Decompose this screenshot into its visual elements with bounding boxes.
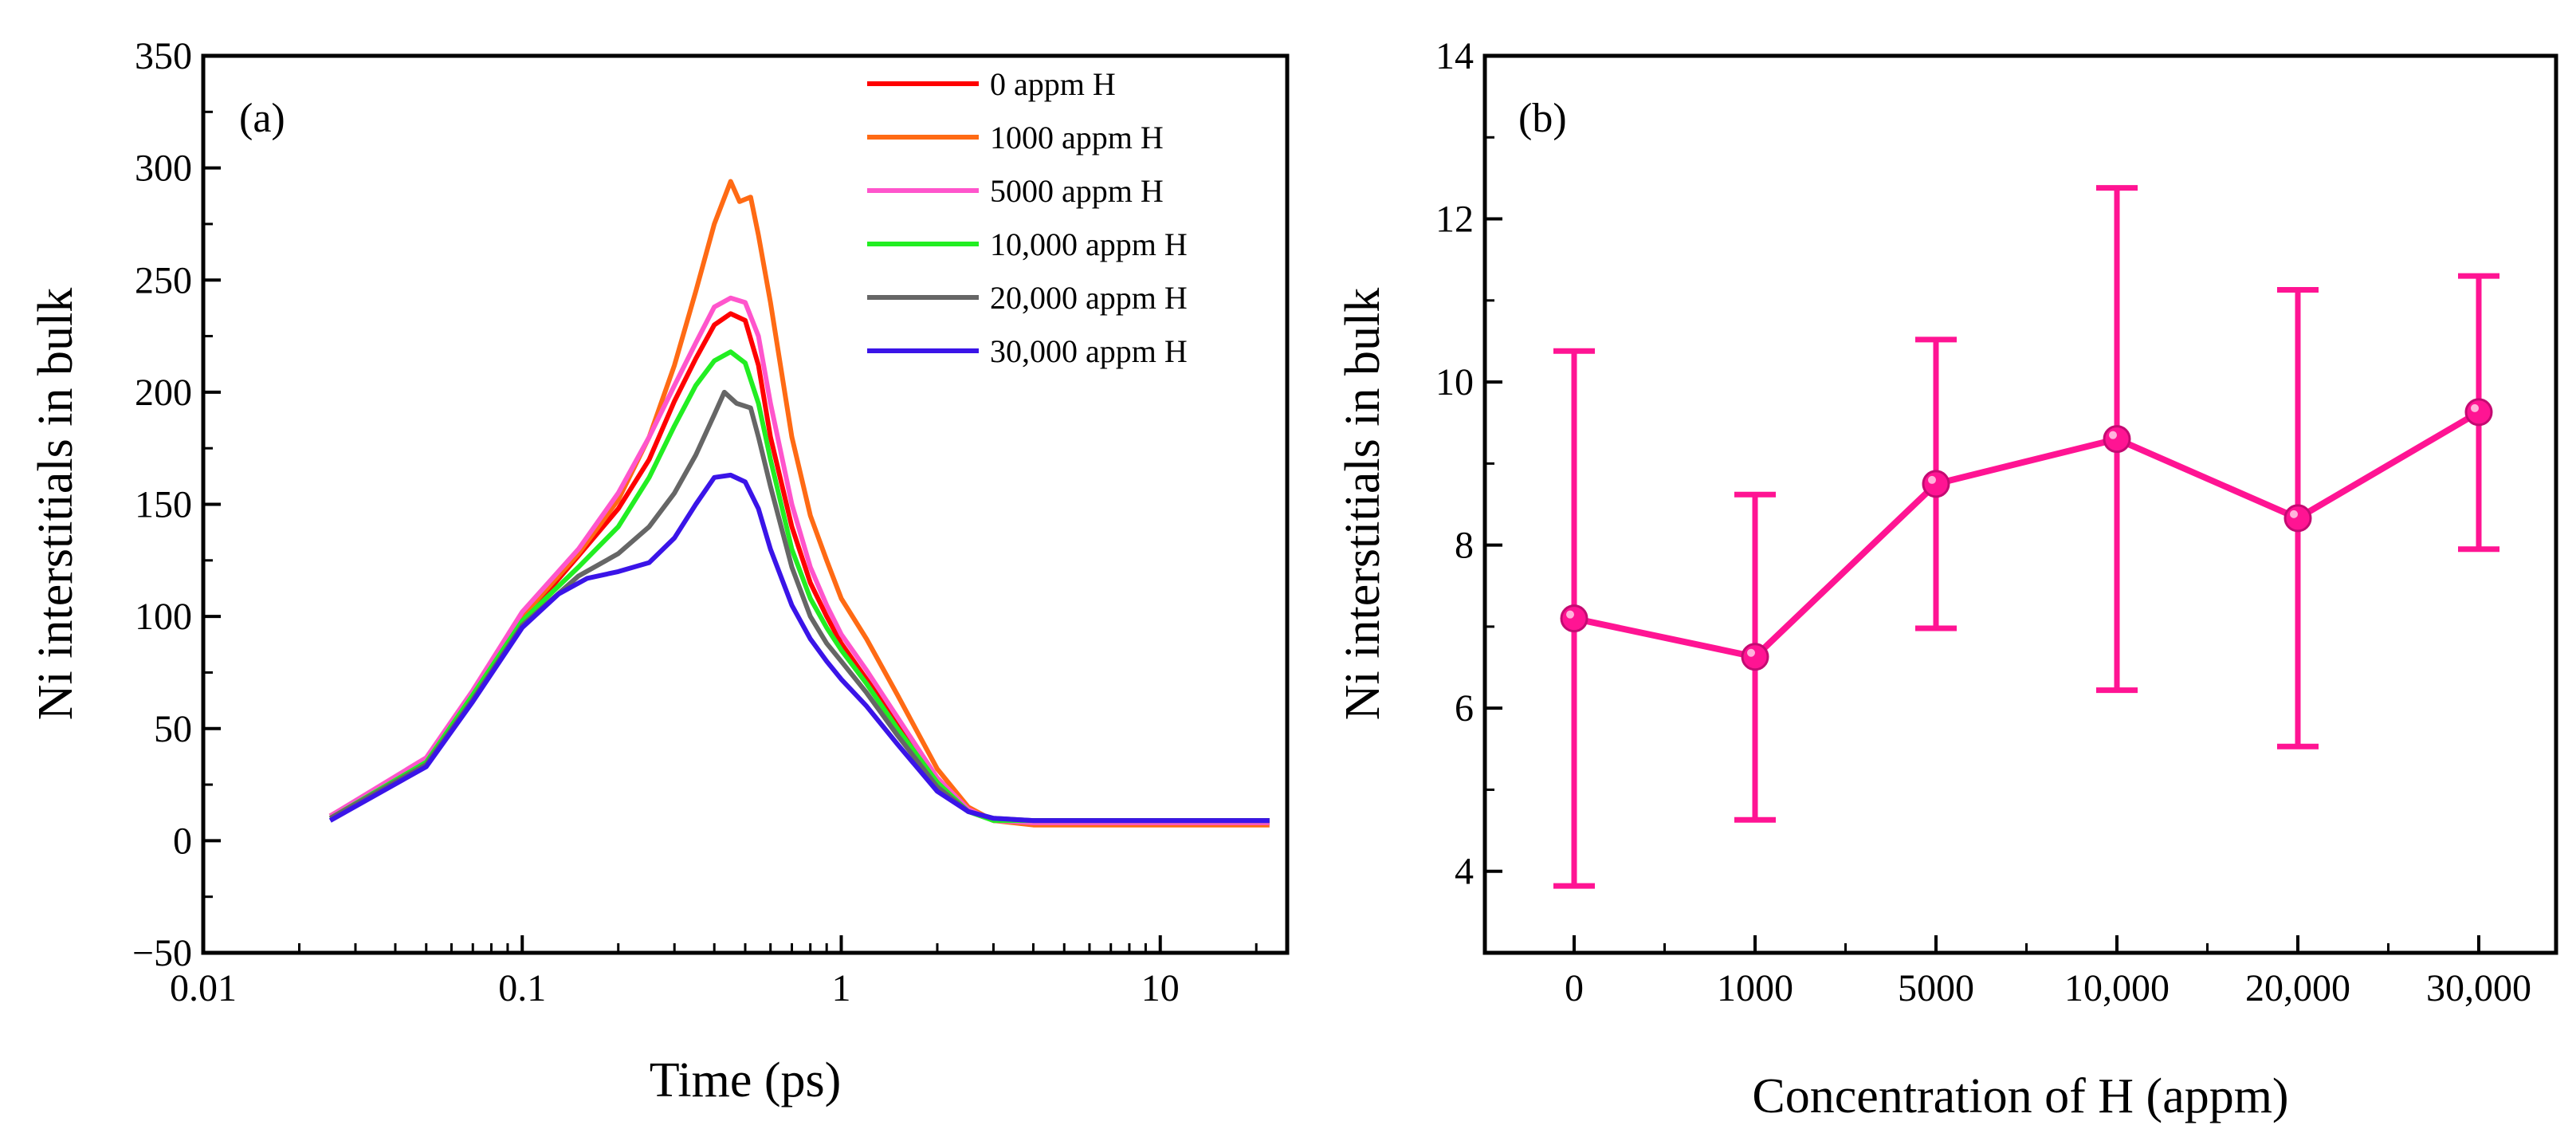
x-tick-label-a: 1 [831, 967, 850, 1009]
panel-label-b: (b) [1518, 96, 1567, 141]
x-tick-label-b: 5000 [1898, 967, 1974, 1009]
x-axis-title-b: Concentration of H (appm) [1752, 1069, 2288, 1123]
x-tick-label-b: 20,000 [2245, 967, 2350, 1009]
x-tick-label-b: 30,000 [2426, 967, 2531, 1009]
series-group-a [328, 179, 1270, 828]
x-tick-label-b: 0 [1565, 967, 1584, 1009]
y-tick-label-b: 12 [1435, 199, 1474, 241]
legend-label-5: 30,000 appm H [990, 333, 1188, 369]
legend-label-1: 1000 appm H [990, 120, 1164, 155]
data-point-highlight-5 [2471, 403, 2479, 412]
y-tick-label-a: 250 [135, 259, 192, 301]
data-point-highlight-2 [1928, 475, 1936, 484]
y-tick-label-b: 8 [1455, 525, 1474, 567]
series-line-2 [328, 295, 1270, 825]
data-point-3 [2103, 425, 2131, 454]
series-group-b [1553, 185, 2499, 889]
series-line-4 [328, 389, 1270, 824]
series-line-b [1573, 409, 2481, 660]
y-tick-label-a: 300 [135, 148, 192, 190]
data-point-highlight-1 [1747, 648, 1755, 657]
x-axis-title-a: Time (ps) [650, 1053, 842, 1107]
y-tick-label-a: 0 [173, 820, 192, 862]
panel-a: −50 0 50 100 150 200 250 300 350 0.01 0.1 1 10 (a) T… [29, 35, 1290, 1107]
series-line-1 [328, 179, 1270, 828]
plot-area-b [1482, 53, 2558, 955]
data-point-highlight-0 [1566, 610, 1574, 619]
y-tick-label-a: −50 [132, 932, 192, 974]
y-tick-label-b: 10 [1435, 361, 1474, 403]
panel-b: 4 6 8 10 12 14 0 1000 5000 10,000 20,000 30,000 (b)… [1336, 35, 2558, 1123]
y-tick-label-a: 350 [135, 35, 192, 77]
axis-ticks-a: −50 0 50 100 150 200 250 300 350 0.01 0.1 1 10 [132, 35, 1258, 1009]
x-tick-label-b: 10,000 [2064, 967, 2170, 1009]
legend-label-4: 20,000 appm H [990, 280, 1188, 316]
data-point-1 [1741, 643, 1769, 671]
y-tick-label-b: 4 [1455, 851, 1474, 893]
data-point-0 [1560, 604, 1588, 633]
data-point-4 [2283, 504, 2312, 533]
axis-ticks-b: 4 6 8 10 12 14 0 1000 5000 10,000 20,000 30,000 [1435, 35, 2531, 1009]
data-point-highlight-3 [2109, 431, 2117, 439]
legend-a: 0 appm H 1000 appm H 5000 appm H 10,000 app… [867, 66, 1188, 369]
x-tick-label-b: 1000 [1717, 967, 1793, 1009]
y-tick-label-a: 200 [135, 372, 192, 414]
data-point-5 [2464, 398, 2493, 427]
y-axis-title-a: Ni interstitials in bulk [29, 288, 83, 720]
y-tick-label-b: 6 [1455, 687, 1474, 730]
series-line-5 [328, 472, 1270, 824]
y-tick-label-a: 100 [135, 596, 192, 638]
x-tick-label-a: 10 [1141, 967, 1180, 1009]
y-tick-label-a: 150 [135, 484, 192, 526]
panel-label-a: (a) [239, 96, 285, 141]
y-tick-label-a: 50 [154, 708, 192, 750]
y-axis-title-b: Ni interstitials in bulk [1336, 288, 1390, 720]
legend-label-3: 10,000 appm H [990, 226, 1188, 262]
x-tick-label-a: 0.1 [498, 967, 546, 1009]
data-point-highlight-4 [2290, 509, 2298, 518]
data-point-2 [1922, 470, 1950, 498]
y-tick-label-b: 14 [1435, 35, 1474, 77]
legend-label-0: 0 appm H [990, 66, 1116, 102]
x-tick-label-a: 0.01 [170, 967, 237, 1009]
legend-label-2: 5000 appm H [990, 173, 1164, 209]
